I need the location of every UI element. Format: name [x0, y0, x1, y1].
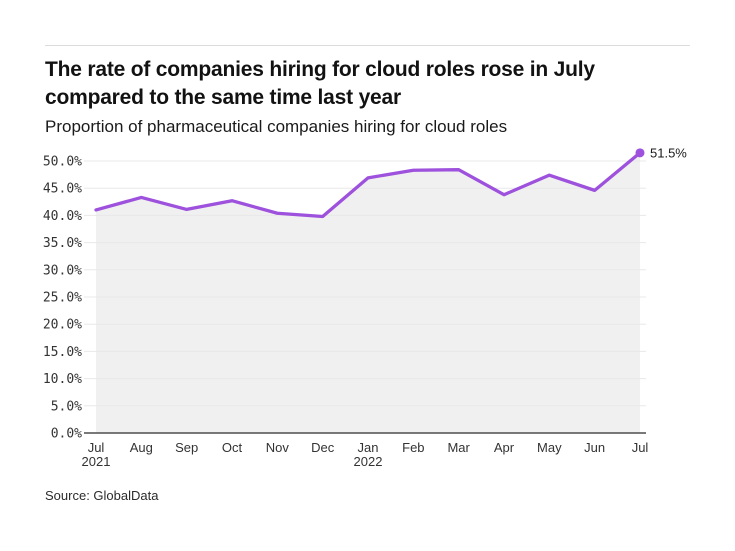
x-tick-label: Feb [402, 440, 424, 455]
top-divider [45, 45, 690, 46]
chart-subtitle: Proportion of pharmaceutical companies h… [45, 117, 508, 136]
x-tick-label: Nov [266, 440, 290, 455]
source-note: Source: GlobalData [45, 488, 159, 503]
chart-title: The rate of companies hiring for cloud r… [45, 58, 595, 109]
x-tick-label: Jul [88, 440, 105, 455]
y-tick-label: 0.0% [51, 427, 82, 442]
x-tick-label: Dec [311, 440, 335, 455]
x-tick-label: Oct [222, 440, 243, 455]
x-tick-year-label: 2021 [82, 454, 111, 469]
y-tick-label: 30.0% [43, 263, 82, 278]
y-tick-label: 45.0% [43, 182, 82, 197]
x-tick-label: Aug [130, 440, 153, 455]
x-tick-label: Sep [175, 440, 198, 455]
x-tick-label: Jul [632, 440, 649, 455]
y-tick-label: 10.0% [43, 372, 82, 387]
y-tick-label: 25.0% [43, 291, 82, 306]
x-tick-label: Jan [358, 440, 379, 455]
y-tick-label: 50.0% [43, 155, 82, 170]
end-point-marker [635, 148, 645, 158]
series-area-fill [96, 152, 640, 433]
x-tick-label: Mar [447, 440, 470, 455]
x-tick-label: Apr [494, 440, 515, 455]
x-tick-label: May [537, 440, 562, 455]
y-tick-label: 40.0% [43, 209, 82, 224]
y-tick-label: 5.0% [51, 399, 82, 414]
series-line [94, 151, 642, 219]
y-tick-label: 20.0% [43, 318, 82, 333]
y-tick-label: 15.0% [43, 345, 82, 360]
end-value-label: 51.5% [650, 145, 687, 160]
x-tick-label: Jun [584, 440, 605, 455]
y-tick-label: 35.0% [43, 236, 82, 251]
x-tick-year-label: 2022 [354, 454, 383, 469]
